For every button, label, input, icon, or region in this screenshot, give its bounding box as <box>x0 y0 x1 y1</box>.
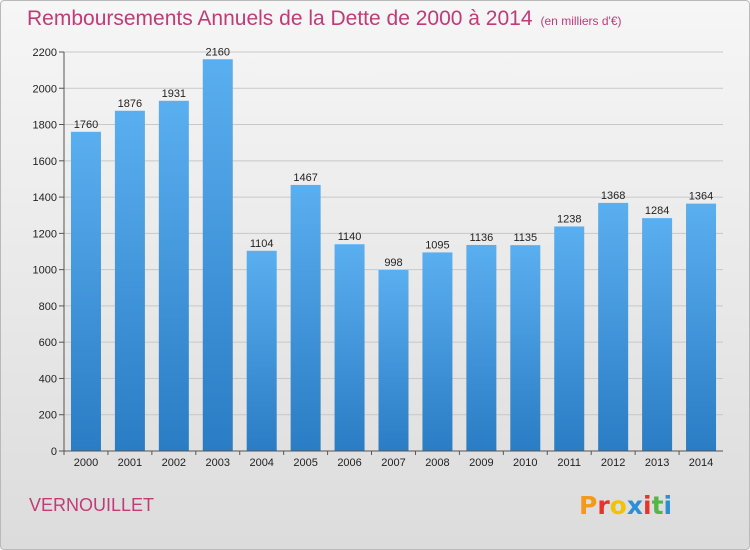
bar-2004 <box>246 250 277 451</box>
y-tick-label-1000: 1000 <box>33 265 57 277</box>
bar-2011 <box>554 226 585 451</box>
x-tick-label-2002: 2002 <box>162 457 186 469</box>
bar-2010 <box>510 245 541 451</box>
bar-2012 <box>598 202 629 451</box>
x-tick-label-2005: 2005 <box>293 457 317 469</box>
chart-title-main: Remboursements Annuels de la Dette de 20… <box>27 7 533 30</box>
bar-2009 <box>466 244 497 451</box>
x-tick-label-2011: 2011 <box>557 457 581 469</box>
bar-2014 <box>686 203 717 451</box>
logo-letter: x <box>626 491 643 520</box>
value-label-2005: 1467 <box>293 172 317 184</box>
y-tick-label-1800: 1800 <box>33 120 57 132</box>
x-tick-label-2007: 2007 <box>381 457 405 469</box>
commune-name: VERNOUILLET <box>29 495 155 515</box>
value-label-2001: 1876 <box>118 98 142 110</box>
x-tick-label-2009: 2009 <box>469 457 493 469</box>
x-tick-label-2013: 2013 <box>645 457 669 469</box>
value-label-2010: 1135 <box>513 232 537 244</box>
value-label-2008: 1095 <box>425 239 449 251</box>
bar-2005 <box>290 184 321 451</box>
bar-2006 <box>334 244 365 451</box>
logo-letter: i <box>663 491 673 520</box>
value-label-2009: 1136 <box>470 232 494 244</box>
x-tick-label-2006: 2006 <box>337 457 361 469</box>
bars <box>70 59 717 452</box>
value-label-2000: 1760 <box>74 119 98 131</box>
x-tick-label-2003: 2003 <box>206 457 230 469</box>
x-axis: 2000 2001 2002 2003 2004 2005 2006 2007 2008 2009… <box>63 450 723 469</box>
logo-letter: o <box>609 491 627 520</box>
logo-letter: r <box>597 491 610 520</box>
bar-2000 <box>70 131 101 452</box>
value-label-2014: 1364 <box>689 191 713 203</box>
chart-title: Remboursements Annuels de la Dette de 20… <box>27 7 622 31</box>
bar-2008 <box>422 252 453 451</box>
x-tick-label-2014: 2014 <box>689 457 713 469</box>
x-tick-label-2001: 2001 <box>118 457 142 469</box>
y-tick-label-0: 0 <box>51 446 57 458</box>
x-tick-label-2012: 2012 <box>601 457 625 469</box>
value-label-2002: 1931 <box>162 88 186 100</box>
value-label-2003: 2160 <box>206 46 230 58</box>
x-tick-label-2010: 2010 <box>513 457 537 469</box>
x-tick-label-2008: 2008 <box>425 457 449 469</box>
y-tick-label-200: 200 <box>39 410 57 422</box>
bar-2007 <box>378 269 409 451</box>
chart-title-unit: (en milliers d'€) <box>540 14 622 28</box>
value-label-2004: 1104 <box>250 238 274 250</box>
logo-letter: i <box>643 491 652 520</box>
value-label-2007: 998 <box>384 257 402 269</box>
logo-letter: t <box>651 491 664 520</box>
proxiti-logo: Proxiti <box>579 491 672 520</box>
x-tick-label-2000: 2000 <box>74 457 98 469</box>
bar-2001 <box>114 110 145 452</box>
value-label-2011: 1238 <box>557 213 581 225</box>
bar-2003 <box>202 59 233 451</box>
y-tick-label-2000: 2000 <box>33 83 57 95</box>
value-label-2013: 1284 <box>645 205 669 217</box>
y-tick-label-2200: 2200 <box>33 47 57 59</box>
y-tick-label-1400: 1400 <box>33 192 57 204</box>
value-label-2006: 1140 <box>338 231 362 243</box>
y-tick-label-1600: 1600 <box>33 156 57 168</box>
x-tick-label-2004: 2004 <box>249 457 273 469</box>
value-label-2012: 1368 <box>601 190 625 202</box>
bar-2002 <box>158 100 189 452</box>
logo-letter: P <box>579 491 598 520</box>
bar-2013 <box>642 218 673 451</box>
y-tick-label-800: 800 <box>39 301 57 313</box>
y-axis: 0 200 400 600 800 1000 1200 1400 1600 1800 2000 220… <box>33 47 65 458</box>
y-tick-label-1200: 1200 <box>33 228 57 240</box>
y-tick-label-400: 400 <box>39 373 57 385</box>
y-tick-label-600: 600 <box>39 337 57 349</box>
value-labels: 1760 1876 1931 2160 1104 1467 1140 998 1095 1136 1… <box>74 46 714 269</box>
